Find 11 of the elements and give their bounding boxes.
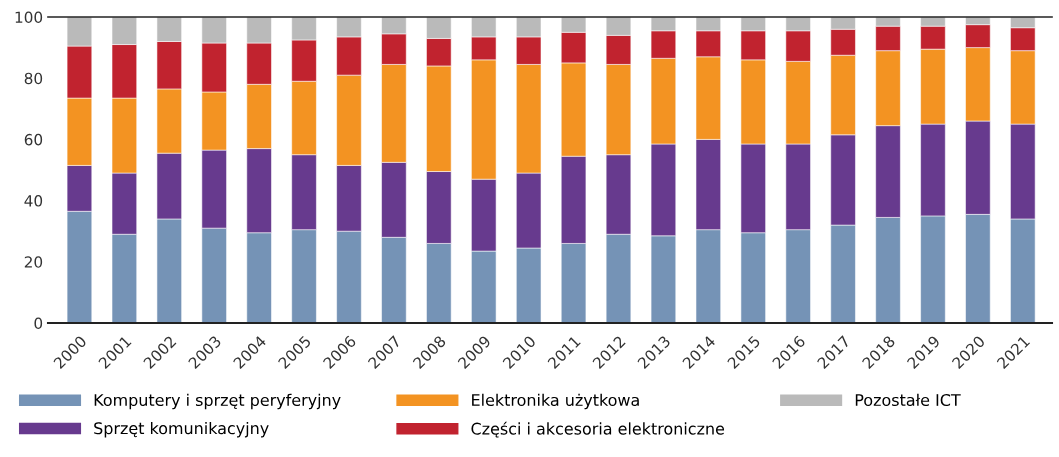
legend-label: Części i akcesoria elektroniczne (471, 421, 725, 438)
y-tick-label: 100 (15, 11, 43, 24)
y-tick-label: 20 (24, 256, 43, 268)
legend-label: Elektronika użytkowa (472, 393, 639, 410)
legend-label: Sprzęt komunikacyjny (94, 421, 269, 438)
y-tick-label: 80 (24, 72, 43, 85)
legend-label: Komputery i sprzęt peryferyjny (94, 393, 341, 410)
y-tick-label: 40 (24, 195, 43, 207)
y-tick-label: 60 (24, 133, 43, 146)
y-tick-label: 0 (34, 317, 43, 330)
legend-label: Pozostałe ICT (855, 393, 961, 407)
